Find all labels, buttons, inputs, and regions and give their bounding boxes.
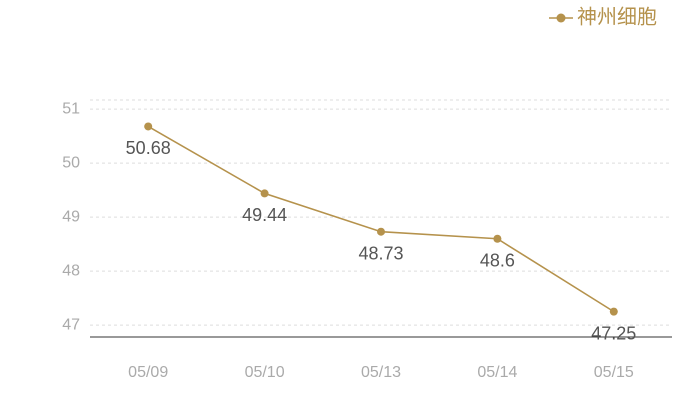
y-tick-label: 47 xyxy=(62,316,80,333)
point xyxy=(377,227,385,236)
x-tick-label: 05/09 xyxy=(128,364,168,381)
point xyxy=(493,234,502,243)
data-label: 47.25 xyxy=(591,323,636,343)
y-tick-label: 48 xyxy=(62,262,80,279)
x-tick-label: 05/10 xyxy=(245,364,285,381)
legend-label: 神州细胞 xyxy=(577,5,657,28)
point xyxy=(609,307,618,316)
data-label: 50.68 xyxy=(126,138,171,158)
data-label: 48.73 xyxy=(358,243,403,263)
point xyxy=(260,189,269,198)
data-label: 49.44 xyxy=(242,205,287,225)
y-tick-label: 50 xyxy=(62,154,80,171)
y-tick-label: 51 xyxy=(62,100,80,117)
series-line xyxy=(147,125,615,313)
point xyxy=(144,122,153,131)
legend-marker xyxy=(556,13,566,23)
x-tick-label: 05/15 xyxy=(594,364,634,381)
x-tick-label: 05/14 xyxy=(477,364,517,381)
y-tick-label: 49 xyxy=(62,208,80,225)
x-tick-label: 05/13 xyxy=(361,364,401,381)
data-label: 48.6 xyxy=(480,250,515,270)
